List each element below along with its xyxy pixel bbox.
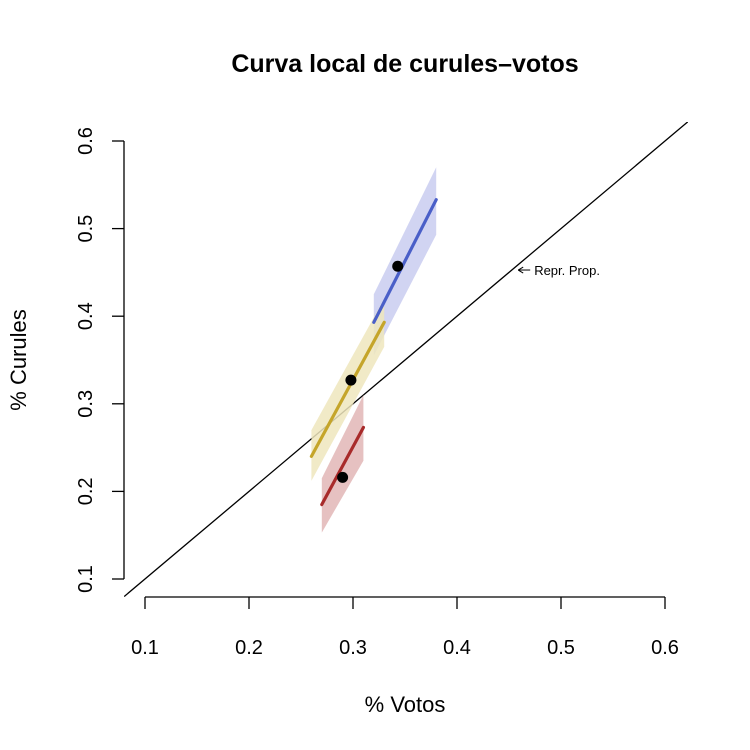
x-tick-label: 0.4	[443, 637, 471, 659]
reference-line	[124, 122, 688, 597]
chart-title: Curva local de curules–votos	[231, 50, 578, 78]
series-point	[337, 471, 349, 483]
x-tick-label: 0.5	[547, 637, 575, 659]
series-point	[392, 260, 404, 272]
annotation-arrow-head	[517, 266, 524, 274]
y-tick-label: 0.4	[75, 302, 97, 330]
series-group	[124, 122, 688, 597]
x-tick-label: 0.3	[339, 637, 367, 659]
series-line	[320, 425, 365, 507]
x-tick-label: 0.1	[131, 637, 159, 659]
x-axis-label: % Votos	[365, 692, 446, 717]
plot-area: 0.1 0.2 0.3 0.4 0.5 0.6 0.1 0.2 0.3 0.4 0.5 0.6 Repr…	[75, 122, 688, 659]
x-tick-label: 0.2	[235, 637, 263, 659]
y-axis-label: % Curules	[6, 309, 31, 410]
annotation-label: Repr. Prop.	[534, 263, 600, 278]
y-tick-label: 0.1	[75, 565, 97, 593]
series-line	[372, 198, 438, 324]
y-tick-label: 0.2	[75, 477, 97, 505]
series-line	[309, 320, 386, 458]
y-tick-label: 0.3	[75, 390, 97, 418]
series-point	[345, 374, 357, 386]
x-tick-label: 0.6	[651, 637, 679, 659]
y-tick-label: 0.5	[75, 215, 97, 243]
y-tick-label: 0.6	[75, 127, 97, 155]
